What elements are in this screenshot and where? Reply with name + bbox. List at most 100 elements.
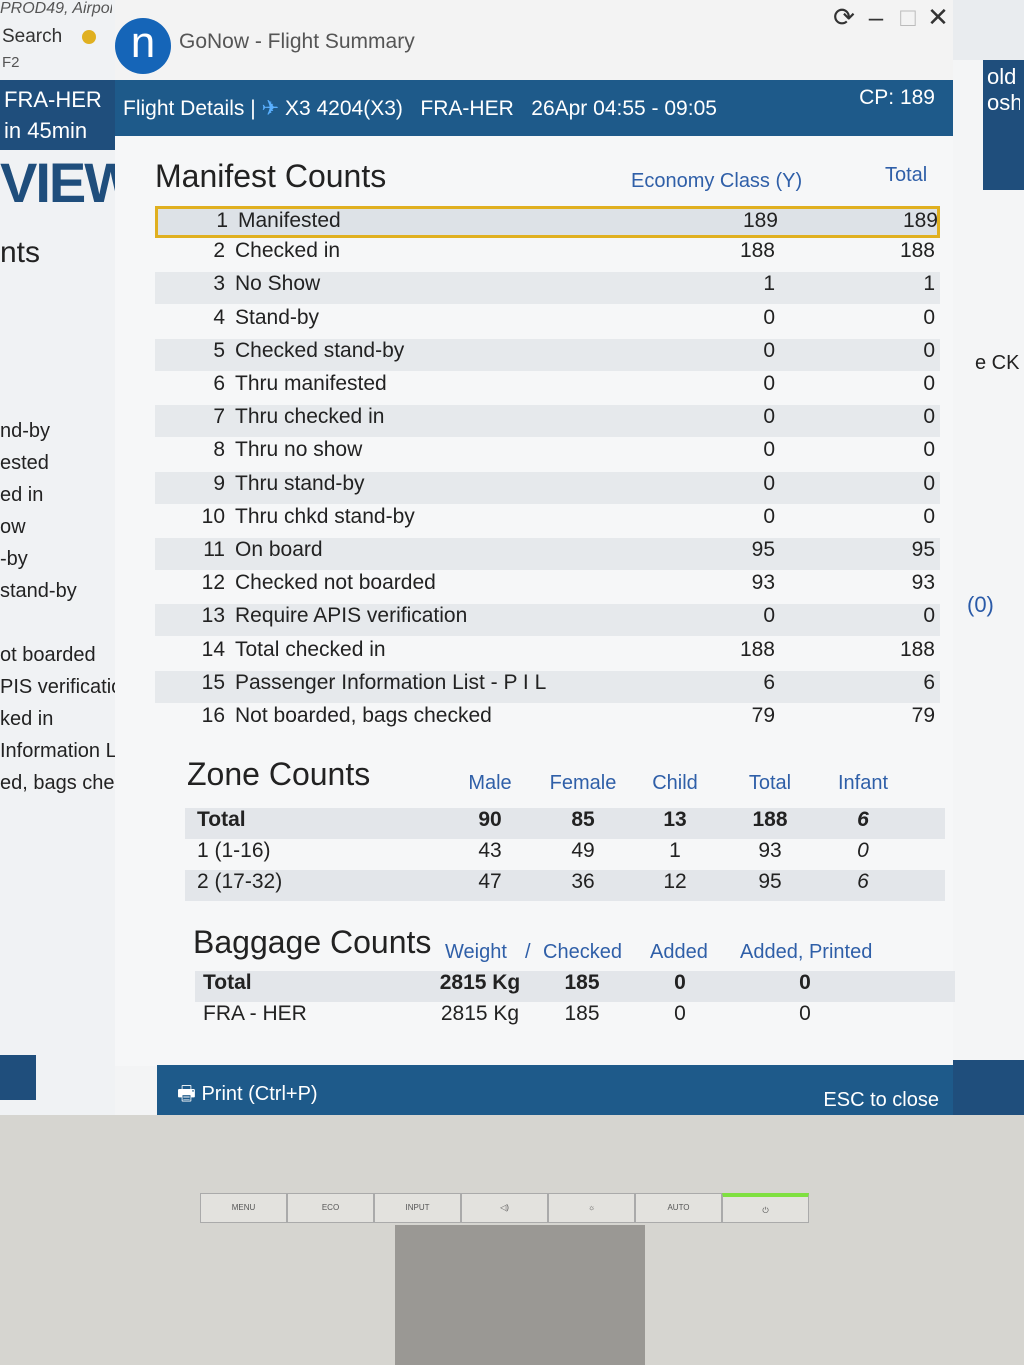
zone-label: Total — [197, 808, 246, 831]
bg-list-item: Information Li — [0, 740, 115, 762]
economy-count: 188 — [739, 637, 775, 661]
monitor-button[interactable]: AUTO — [635, 1193, 722, 1223]
bg-right-text: old — [987, 64, 1017, 89]
bg-right-eck: e CK — [975, 352, 1020, 374]
print-button[interactable]: 🖶 Print (Ctrl+P) — [177, 1079, 318, 1113]
manifest-row[interactable]: 5 Checked stand-by 0 0 — [155, 338, 940, 371]
bg-right-zero: (0) — [967, 592, 994, 617]
airplane-icon: ✈ — [261, 97, 280, 120]
total-count: 188 — [899, 637, 935, 661]
zone-col-header: Female — [549, 772, 617, 794]
zone-title: Zone Counts — [187, 756, 371, 792]
flight-details: Flight Details | ✈ X3 4204(X3) FRA-HER 2… — [123, 96, 717, 121]
bg-title: PROD49, Airport — [0, 0, 112, 17]
manifest-row[interactable]: 1 Manifested 189 189 — [155, 206, 940, 238]
zone-value: 13 — [663, 808, 687, 831]
zone-value: 90 — [478, 808, 502, 831]
cp-count: CP: 189 — [859, 86, 935, 109]
monitor-stand — [395, 1225, 645, 1365]
monitor-button[interactable]: ☼ — [548, 1193, 635, 1223]
baggage-col-header: Added — [650, 941, 708, 963]
manifest-row[interactable]: 7 Thru checked in 0 0 — [155, 405, 940, 438]
manifest-row[interactable]: 3 No Show 1 1 — [155, 272, 940, 305]
maximize-icon[interactable]: □ — [900, 2, 916, 32]
economy-count: 0 — [763, 405, 775, 429]
bg-bottom-bar — [0, 1055, 36, 1100]
manifest-title: Manifest Counts — [155, 158, 387, 194]
close-icon[interactable]: ✕ — [927, 2, 949, 32]
restore-icon[interactable]: ⟳ — [833, 2, 855, 32]
baggage-value: 0 — [674, 971, 686, 994]
baggage-value: 185 — [564, 971, 600, 994]
zone-value: 43 — [478, 839, 502, 862]
row-number: 10 — [201, 504, 225, 528]
monitor-button[interactable]: ECO — [287, 1193, 374, 1223]
flight-details-label: Flight Details | — [123, 97, 256, 120]
row-number: 8 — [213, 438, 225, 462]
bg-list-item: ed in — [0, 484, 44, 506]
zone-value: 6 — [857, 808, 869, 831]
zone-value: 47 — [478, 870, 502, 893]
row-label: No Show — [235, 272, 321, 296]
row-number: 2 — [213, 239, 225, 263]
zone-value: 93 — [758, 839, 782, 862]
row-label: Require APIS verification — [235, 604, 468, 628]
bg-big-text: VIEW — [0, 151, 115, 214]
print-label: Print (Ctrl+P) — [201, 1083, 318, 1105]
row-label: Checked not boarded — [235, 571, 436, 595]
manifest-row[interactable]: 16 Not boarded, bags checked 79 79 — [155, 704, 940, 736]
baggage-value: 0 — [674, 1002, 686, 1025]
economy-count: 0 — [763, 438, 775, 462]
manifest-row[interactable]: 12 Checked not boarded 93 93 — [155, 571, 940, 603]
monitor-buttons: MENU ECO INPUT ◁) ☼ AUTO ⏻ — [200, 1193, 809, 1223]
flight-route: FRA-HER — [420, 97, 514, 120]
monitor-button[interactable]: INPUT — [374, 1193, 461, 1223]
total-count: 0 — [923, 438, 935, 462]
total-count: 95 — [911, 538, 935, 561]
monitor-bezel: MENU ECO INPUT ◁) ☼ AUTO ⏻ — [0, 1115, 1024, 1365]
bg-list: nd-by ested ed in ow -by stand-by ot boarded PI… — [0, 415, 115, 799]
monitor-button[interactable]: MENU — [200, 1193, 287, 1223]
monitor-button[interactable]: ◁) — [461, 1193, 548, 1223]
row-label: Manifested — [238, 209, 341, 232]
baggage-row: Total 2815 Kg 185 0 0 — [195, 971, 955, 1002]
row-label: Checked in — [235, 239, 341, 263]
bg-list-item: ested — [0, 452, 49, 474]
monitor-button[interactable]: ⏻ — [722, 1193, 809, 1223]
row-label: Thru manifested — [235, 372, 387, 395]
manifest-row[interactable]: 8 Thru no show 0 0 — [155, 438, 940, 470]
bg-search: Search — [2, 26, 63, 47]
row-number: 1 — [216, 209, 228, 232]
manifest-row[interactable]: 4 Stand-by 0 0 — [155, 306, 940, 338]
printer-icon: 🖶 — [177, 1083, 196, 1105]
total-count: 0 — [923, 338, 935, 362]
economy-count: 1 — [763, 272, 775, 296]
total-count: 0 — [923, 471, 935, 495]
manifest-row[interactable]: 15 Passenger Information List - P I L 6 6 — [155, 670, 940, 703]
background-app-right: old osh e CK (0) — [953, 60, 1024, 1115]
total-count: 1 — [923, 272, 935, 296]
manifest-row[interactable]: 13 Require APIS verification 0 0 — [155, 604, 940, 637]
bg-route-text: FRA-HER — [4, 87, 102, 112]
baggage-value: 2815 Kg — [440, 1002, 520, 1025]
zone-value: 12 — [663, 870, 687, 893]
economy-count: 79 — [751, 704, 775, 727]
row-label: Thru chkd stand-by — [235, 504, 415, 528]
screen: PROD49, Airport Search F2 FRA-HER in 45mi… — [0, 0, 1024, 1115]
flight-date: 26Apr — [531, 97, 588, 120]
manifest-row[interactable]: 11 On board 95 95 — [155, 538, 940, 570]
zone-value: 188 — [752, 808, 788, 831]
row-label: On board — [235, 538, 323, 561]
zone-value: 49 — [571, 839, 595, 862]
manifest-row[interactable]: 10 Thru chkd stand-by 0 0 — [155, 505, 940, 537]
manifest-row[interactable]: 6 Thru manifested 0 0 — [155, 372, 940, 404]
row-number: 9 — [213, 471, 225, 495]
economy-count: 0 — [763, 305, 775, 329]
baggage-value: 185 — [564, 1002, 600, 1025]
baggage-title: Baggage Counts — [193, 924, 432, 960]
manifest-row[interactable]: 2 Checked in 188 188 — [155, 239, 940, 271]
minimize-icon[interactable]: – — [868, 2, 884, 32]
manifest-row[interactable]: 14 Total checked in 188 188 — [155, 638, 940, 670]
total-count: 6 — [923, 670, 935, 694]
manifest-row[interactable]: 9 Thru stand-by 0 0 — [155, 471, 940, 504]
